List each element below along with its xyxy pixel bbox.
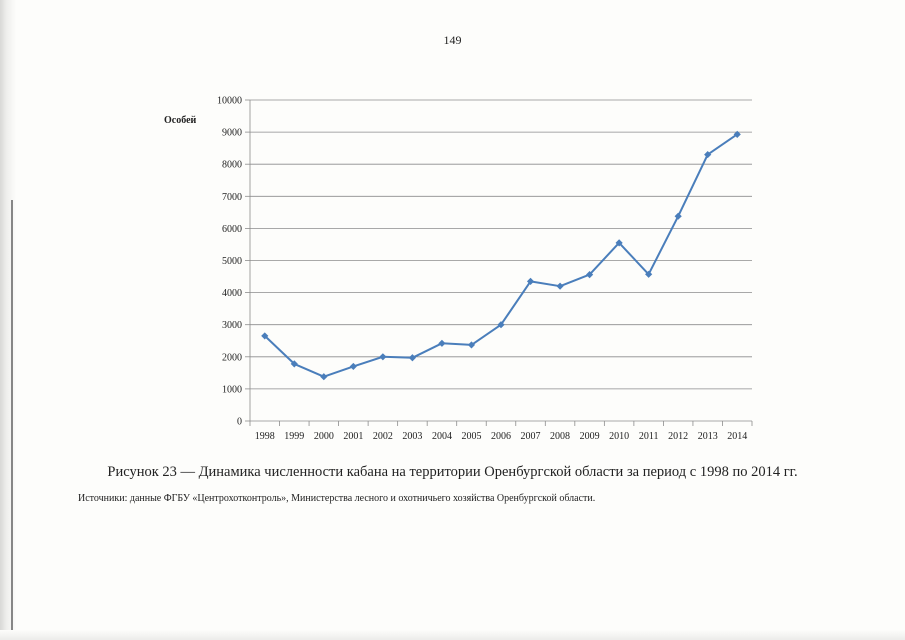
- scan-bottom-edge: [0, 630, 905, 640]
- y-tick-label: 2000: [222, 352, 242, 363]
- chart-grid: [250, 99, 752, 390]
- data-point-marker: [733, 130, 741, 138]
- y-tick-label: 4000: [222, 288, 242, 299]
- data-point-marker: [585, 271, 594, 279]
- figure-caption: Рисунок 23 — Динамика численности кабана…: [107, 464, 798, 480]
- data-point-marker: [349, 362, 357, 371]
- x-tick-labels: 1998 1999 2000 2001 2002 2003 2004 2005 2006 2007…: [255, 431, 747, 442]
- data-point-marker: [674, 212, 682, 220]
- data-point-marker: [408, 354, 417, 362]
- data-point-marker: [645, 270, 653, 278]
- page-number: 149: [443, 33, 462, 47]
- chart-axes: [245, 99, 753, 426]
- data-point-marker: [320, 373, 328, 381]
- x-tick-label: 2003: [402, 431, 422, 442]
- x-tick-label: 2012: [668, 431, 688, 442]
- y-axis-label: Особей: [164, 115, 197, 126]
- y-tick-label: 10000: [217, 96, 242, 107]
- y-tick-label: 1000: [222, 384, 242, 395]
- x-tick-label: 2009: [580, 431, 600, 442]
- x-tick-label: 1998: [255, 431, 275, 442]
- data-point-marker: [615, 239, 623, 247]
- series-line: [264, 133, 738, 378]
- x-tick-label: 2008: [550, 431, 570, 442]
- data-point-marker: [438, 339, 446, 347]
- x-tick-label: 2010: [609, 431, 629, 442]
- y-tick-label: 3000: [222, 320, 242, 331]
- data-point-marker: [290, 360, 298, 368]
- x-tick-label: 2002: [373, 431, 393, 442]
- data-point-marker: [467, 341, 476, 349]
- scan-binding-shadow: [11, 200, 13, 640]
- x-tick-label: 2001: [343, 431, 363, 442]
- data-point-marker: [261, 332, 269, 340]
- data-point-marker: [379, 353, 387, 361]
- x-tick-label: 2005: [461, 431, 481, 442]
- x-tick-label: 2006: [491, 431, 511, 442]
- x-tick-label: 2011: [639, 431, 659, 442]
- data-point-marker: [526, 277, 535, 285]
- x-tick-label: 2004: [432, 431, 452, 442]
- x-tick-label: 2007: [521, 431, 541, 442]
- data-point-marker: [497, 321, 505, 329]
- y-tick-labels: 0 1000 2000 3000 4000 5000 6000 7000 8000 9000 100…: [217, 96, 242, 428]
- x-tick-label: 2013: [698, 431, 718, 442]
- x-tick-label: 1999: [284, 431, 304, 442]
- y-tick-label: 8000: [222, 160, 242, 171]
- x-tick-label: 2000: [314, 431, 334, 442]
- x-tick-label: 2014: [727, 431, 747, 442]
- data-point-marker: [704, 150, 712, 159]
- y-tick-label: 7000: [222, 192, 242, 203]
- y-tick-label: 0: [237, 417, 242, 428]
- y-tick-label: 9000: [222, 128, 242, 139]
- chart-series: [261, 130, 741, 381]
- data-point-marker: [556, 282, 564, 290]
- line-chart: 0 1000 2000 3000 4000 5000 6000 7000 8000 9000 100…: [164, 96, 753, 442]
- y-tick-label: 5000: [222, 256, 242, 267]
- y-tick-label: 6000: [222, 224, 242, 235]
- figure-source: Источники: данные ФГБУ «Центрохотконтрол…: [78, 493, 596, 504]
